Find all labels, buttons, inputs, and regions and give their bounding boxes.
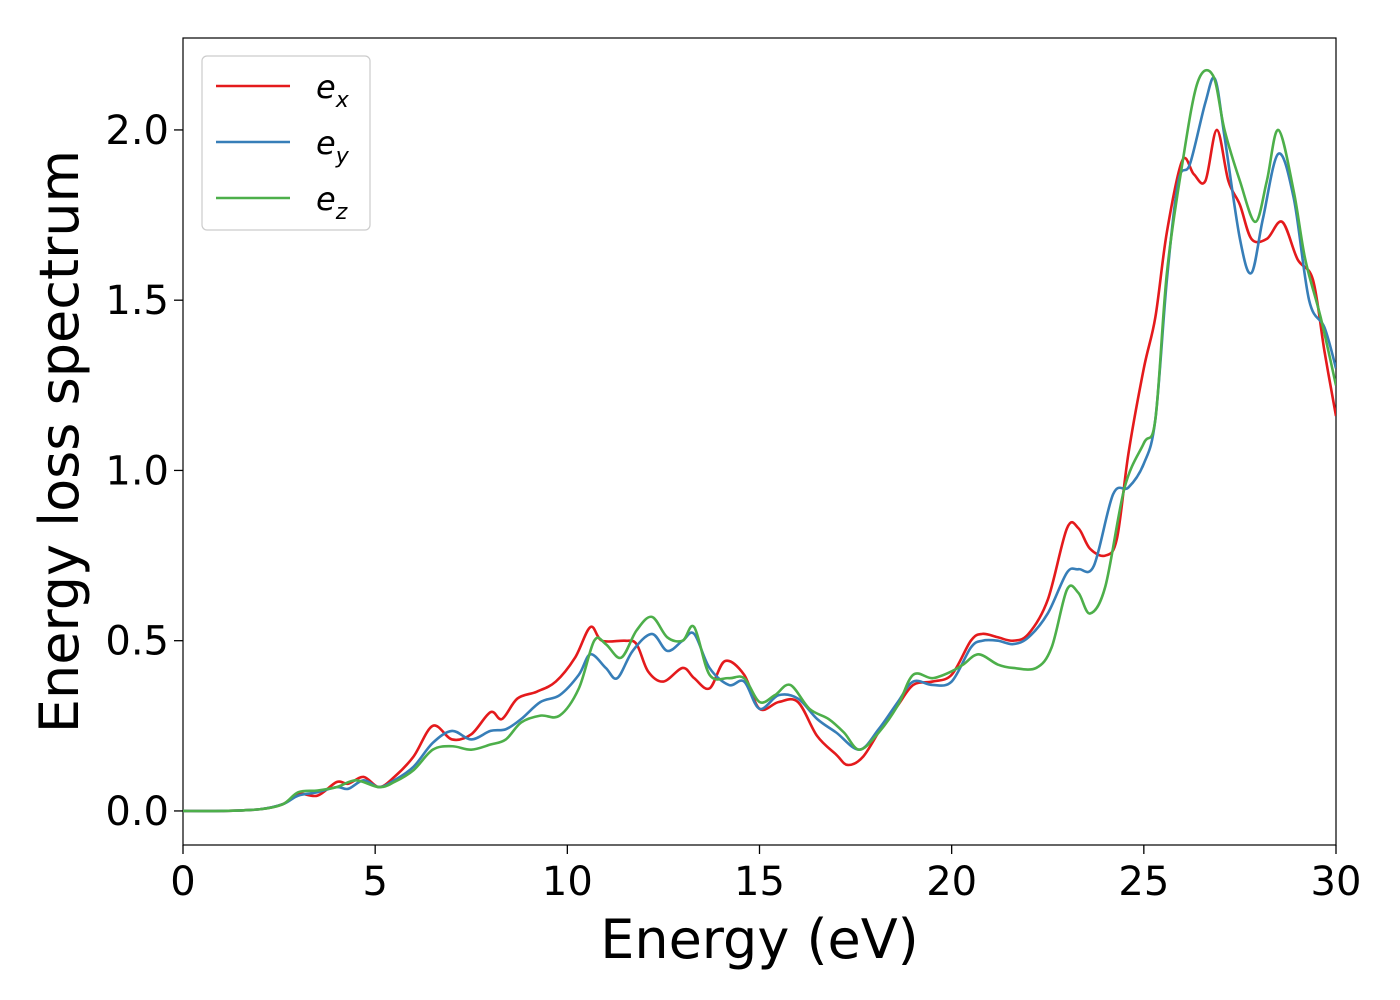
y-axis-title: Energy loss spectrum: [28, 150, 91, 733]
legend-label-subscript: y: [335, 144, 350, 169]
x-tick-label: 20: [926, 859, 977, 905]
legend-label-base: e: [316, 68, 336, 106]
x-tick-label: 30: [1311, 859, 1362, 905]
x-tick-label: 5: [362, 859, 387, 905]
legend-label-subscript: z: [335, 200, 348, 225]
x-axis-title: Energy (eV): [600, 908, 919, 971]
x-tick-label: 10: [542, 859, 593, 905]
y-tick-label: 1.0: [105, 448, 169, 494]
legend-label-y: ey: [316, 124, 350, 169]
x-tick-label: 25: [1118, 859, 1169, 905]
x-tick-label: 15: [734, 859, 785, 905]
legend-label-base: e: [316, 124, 336, 162]
x-axis-ticks: 0 5 10 15 20 25 30: [170, 845, 1361, 905]
series-line-z: [183, 68, 1336, 813]
legend-label-z: ez: [316, 180, 348, 225]
y-tick-label: 0.5: [105, 619, 169, 665]
legend-label-x: ex: [316, 68, 350, 113]
plot-area: [182, 37, 1337, 846]
y-axis-ticks: 0.0 0.5 1.0 1.5 2.0: [105, 108, 183, 835]
legend-label-base: e: [316, 180, 336, 218]
series-group: [183, 68, 1336, 813]
y-tick-label: 0.0: [105, 789, 169, 835]
series-line-y: [183, 76, 1336, 813]
y-tick-label: 1.5: [105, 278, 169, 324]
y-tick-label: 2.0: [105, 108, 169, 154]
legend-label-subscript: x: [335, 88, 350, 113]
x-tick-label: 0: [170, 859, 195, 905]
